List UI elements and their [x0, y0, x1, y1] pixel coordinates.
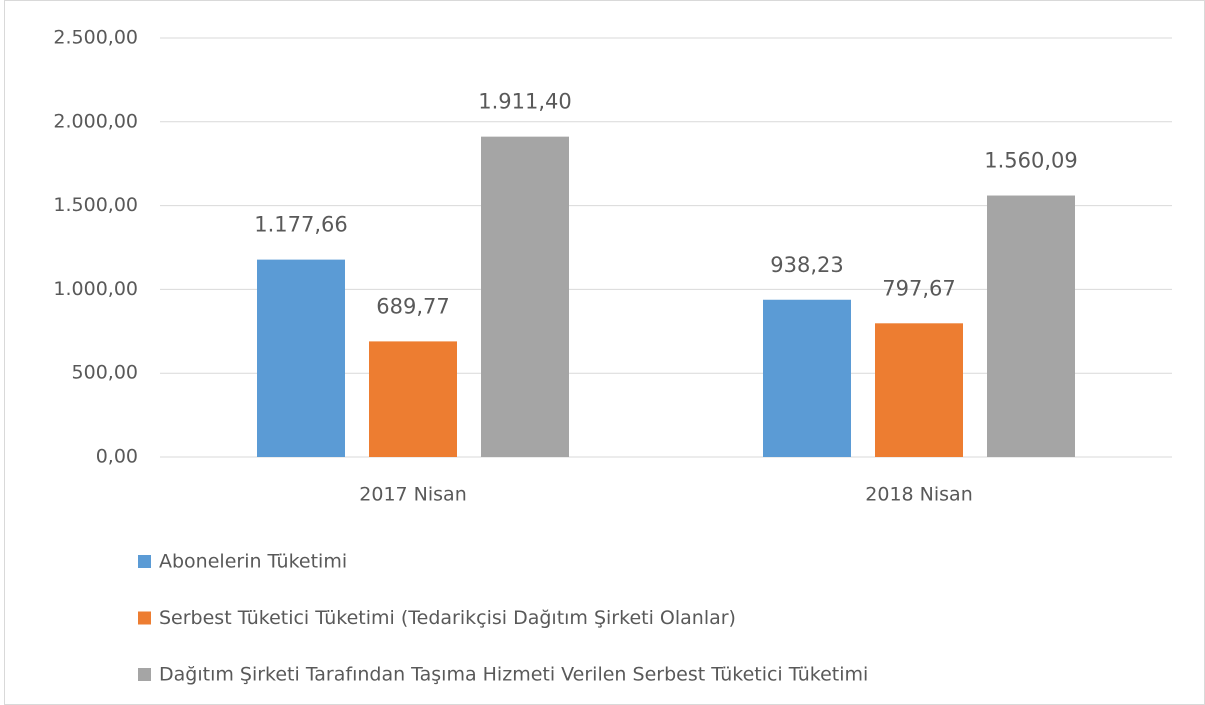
- y-tick-label: 0,00: [96, 446, 138, 468]
- data-label: 938,23: [770, 253, 843, 277]
- bar: [481, 136, 569, 457]
- data-label: 1.560,09: [984, 149, 1078, 173]
- bar: [987, 195, 1075, 457]
- legend-swatch: [138, 668, 151, 681]
- legend-swatch: [138, 611, 151, 625]
- y-tick-label: 1.000,00: [53, 278, 138, 300]
- bar: [875, 323, 963, 457]
- y-tick-label: 1.500,00: [53, 194, 138, 216]
- legend-label: Serbest Tüketici Tüketimi (Tedarikçisi D…: [159, 607, 736, 629]
- data-label: 689,77: [376, 294, 449, 318]
- y-tick-label: 500,00: [72, 362, 138, 384]
- data-label: 797,67: [882, 276, 955, 300]
- bar: [369, 341, 457, 457]
- bar: [257, 259, 345, 457]
- legend-label: Dağıtım Şirketi Tarafından Taşıma Hizmet…: [159, 664, 868, 686]
- legend-swatch: [138, 555, 151, 568]
- data-label: 1.177,66: [254, 213, 348, 237]
- x-tick-label: 2017 Nisan: [359, 484, 466, 506]
- x-tick-label: 2018 Nisan: [865, 484, 972, 506]
- data-label: 1.911,40: [478, 90, 572, 114]
- y-tick-label: 2.000,00: [53, 110, 138, 132]
- legend-label: Abonelerin Tüketimi: [159, 551, 347, 573]
- y-tick-label: 2.500,00: [53, 27, 138, 49]
- bar: [763, 299, 851, 457]
